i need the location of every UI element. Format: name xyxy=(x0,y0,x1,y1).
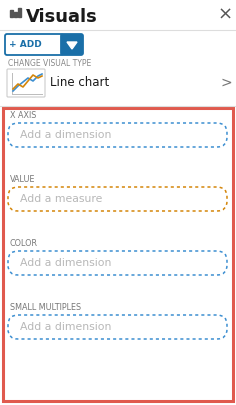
FancyBboxPatch shape xyxy=(3,108,233,401)
Text: Visuals: Visuals xyxy=(26,8,98,26)
FancyBboxPatch shape xyxy=(5,34,63,55)
Text: ×: × xyxy=(217,6,232,24)
Text: Add a dimension: Add a dimension xyxy=(20,322,111,332)
Text: >: > xyxy=(220,76,232,90)
Bar xyxy=(18,8,21,17)
Bar xyxy=(10,10,13,17)
Text: CHANGE VISUAL TYPE: CHANGE VISUAL TYPE xyxy=(8,60,91,68)
Text: Add a dimension: Add a dimension xyxy=(20,258,111,268)
Text: SMALL MULTIPLES: SMALL MULTIPLES xyxy=(10,303,81,313)
Text: Add a measure: Add a measure xyxy=(20,194,102,204)
Bar xyxy=(14,12,17,17)
Text: + ADD: + ADD xyxy=(9,40,41,49)
Text: COLOR: COLOR xyxy=(10,239,38,249)
Text: VALUE: VALUE xyxy=(10,175,35,185)
FancyBboxPatch shape xyxy=(7,69,45,97)
Polygon shape xyxy=(67,42,77,49)
FancyBboxPatch shape xyxy=(61,34,83,55)
Text: X AXIS: X AXIS xyxy=(10,111,36,121)
Text: Add a dimension: Add a dimension xyxy=(20,130,111,140)
Text: Line chart: Line chart xyxy=(50,77,109,90)
